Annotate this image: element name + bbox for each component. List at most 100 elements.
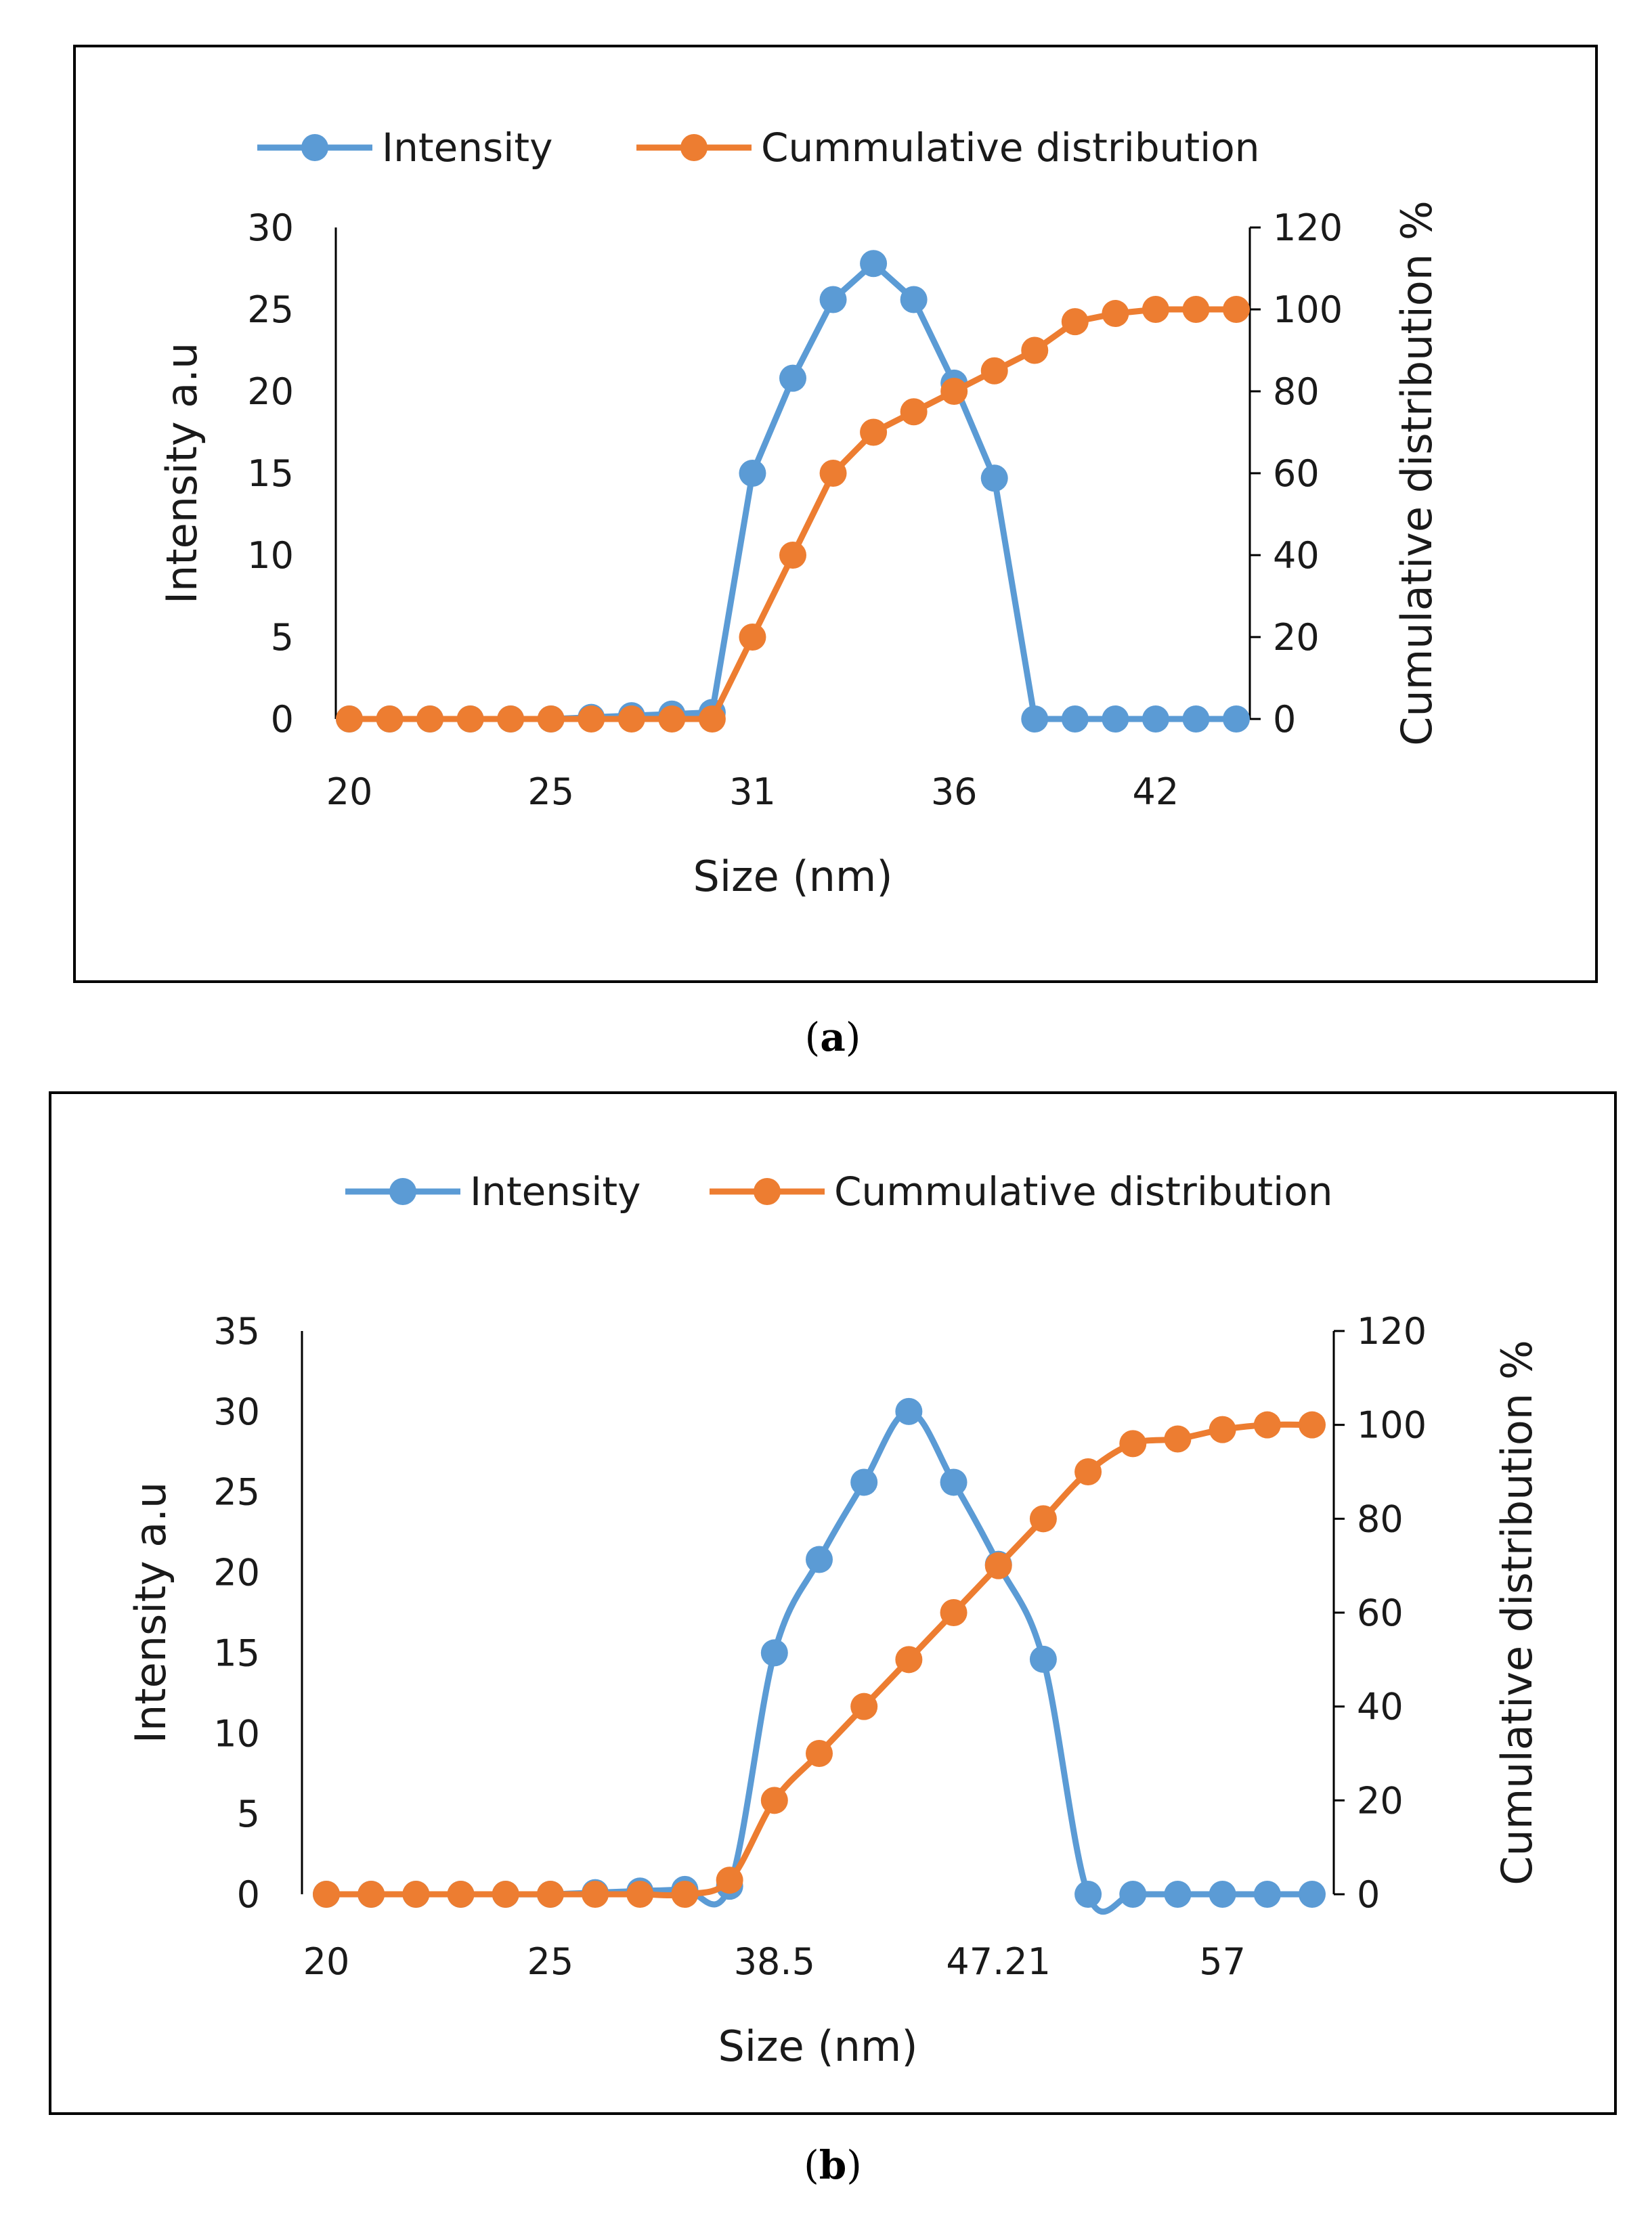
data-point-0 <box>1164 1881 1192 1908</box>
y-axis-title: Intensity a.u <box>126 1482 175 1744</box>
y-tick-label: 15 <box>247 452 294 495</box>
data-point-1 <box>658 705 686 733</box>
y-tick-label: 5 <box>237 1793 260 1835</box>
y2-axis-title: Cumulative distribution % <box>1492 1340 1542 1885</box>
data-point-1 <box>1021 336 1049 364</box>
y-tick-label: 0 <box>237 1873 260 1916</box>
legend-label-0: Intensity <box>382 125 552 171</box>
x-tick-label: 25 <box>527 770 574 813</box>
data-point-0 <box>940 1468 968 1496</box>
chart-panel-a: 0 5 10 15 20 25 30 0 20 40 60 80 100 120 20 25 31 36 42 Siz… <box>73 45 1598 983</box>
y2-tick-label: 20 <box>1357 1779 1404 1822</box>
data-point-0 <box>739 460 766 487</box>
y2-tick-label: 80 <box>1273 370 1320 413</box>
data-point-0 <box>850 1468 878 1496</box>
series-line-1 <box>326 1421 1313 1899</box>
data-point-1 <box>492 1881 519 1908</box>
y2-tick-label: 100 <box>1273 288 1343 331</box>
data-point-1 <box>716 1867 743 1894</box>
legend-marker-1 <box>680 134 708 161</box>
data-point-0 <box>895 1397 923 1425</box>
data-point-1 <box>1074 1458 1102 1485</box>
data-point-1 <box>1299 1411 1326 1439</box>
x-tick-label: 42 <box>1133 770 1179 813</box>
legend-marker-0 <box>389 1178 416 1205</box>
y-tick-label: 25 <box>247 288 294 331</box>
data-point-0 <box>806 1546 833 1573</box>
caption-b: (b) <box>804 2142 862 2188</box>
data-point-1 <box>447 1881 475 1908</box>
y-tick-label: 20 <box>247 370 294 413</box>
y-tick-label: 30 <box>213 1391 260 1433</box>
legend-label-0: Intensity <box>470 1169 640 1215</box>
x-axis-title: Size (nm) <box>693 852 892 901</box>
data-point-1 <box>850 1693 878 1720</box>
y2-tick-label: 40 <box>1273 534 1320 577</box>
x-tick-label: 47.21 <box>946 1940 1051 1983</box>
y-tick-label: 10 <box>213 1712 260 1755</box>
data-point-0 <box>1119 1881 1147 1908</box>
y-tick-label: 25 <box>213 1471 260 1514</box>
data-point-0 <box>1253 1881 1281 1908</box>
chart-panel-b: 0 5 10 15 20 25 30 35 0 20 40 60 80 100 120 20 25 38.5 47.… <box>49 1091 1617 2115</box>
y-tick-label: 35 <box>213 1310 260 1353</box>
data-point-0 <box>760 1639 788 1667</box>
data-point-0 <box>1061 705 1089 733</box>
y-tick-label: 5 <box>271 616 294 659</box>
data-point-1 <box>1119 1430 1147 1458</box>
data-point-1 <box>626 1881 654 1908</box>
data-point-0 <box>819 286 847 313</box>
legend-label-1: Cummulative distribution <box>834 1169 1333 1215</box>
y2-tick-label: 80 <box>1357 1498 1404 1540</box>
data-point-0 <box>1074 1881 1102 1908</box>
y2-tick-label: 100 <box>1357 1404 1427 1447</box>
data-point-1 <box>980 357 1008 385</box>
data-point-1 <box>698 705 726 733</box>
data-point-1 <box>537 705 565 733</box>
data-point-1 <box>860 418 888 446</box>
caption-a: (a) <box>804 1014 861 1060</box>
y2-tick-label: 120 <box>1273 206 1343 249</box>
y2-tick-label: 120 <box>1357 1310 1427 1353</box>
x-tick-label: 57 <box>1199 1940 1246 1983</box>
data-point-1 <box>1182 296 1210 323</box>
data-point-1 <box>582 1881 609 1908</box>
data-point-1 <box>336 705 363 733</box>
data-point-0 <box>1223 705 1250 733</box>
y-tick-label: 20 <box>213 1552 260 1594</box>
data-point-1 <box>1209 1416 1236 1443</box>
data-point-0 <box>1102 705 1129 733</box>
y2-tick-label: 0 <box>1273 698 1296 741</box>
data-point-0 <box>1142 705 1169 733</box>
data-point-0 <box>1299 1881 1326 1908</box>
data-point-1 <box>1253 1411 1281 1439</box>
data-point-1 <box>497 705 525 733</box>
y2-tick-label: 0 <box>1357 1873 1380 1916</box>
data-point-1 <box>456 705 484 733</box>
data-point-1 <box>536 1881 564 1908</box>
data-point-1 <box>806 1740 833 1767</box>
x-tick-label: 20 <box>303 1940 350 1983</box>
data-point-1 <box>900 398 928 426</box>
data-point-1 <box>940 1599 968 1626</box>
y2-axis-title: Cumulative distribution % <box>1392 200 1441 746</box>
data-point-1 <box>819 460 847 487</box>
data-point-1 <box>1223 296 1250 323</box>
y2-tick-label: 60 <box>1273 452 1320 495</box>
series-line-0 <box>326 1408 1312 1915</box>
y2-tick-label: 20 <box>1273 616 1320 659</box>
data-point-0 <box>1182 705 1210 733</box>
data-point-1 <box>617 705 645 733</box>
data-point-1 <box>357 1881 385 1908</box>
x-axis-title: Size (nm) <box>718 2022 917 2071</box>
y-axis-title: Intensity a.u <box>157 343 206 605</box>
y-tick-label: 10 <box>247 534 294 577</box>
data-point-1 <box>313 1881 340 1908</box>
data-point-1 <box>376 705 404 733</box>
chart-a-svg: 0 5 10 15 20 25 30 0 20 40 60 80 100 120 20 25 31 36 42 Siz… <box>157 125 1441 901</box>
data-point-1 <box>739 624 766 651</box>
data-point-1 <box>1142 296 1169 323</box>
data-point-1 <box>671 1881 699 1908</box>
data-point-1 <box>1164 1425 1192 1453</box>
data-point-1 <box>1029 1505 1057 1533</box>
